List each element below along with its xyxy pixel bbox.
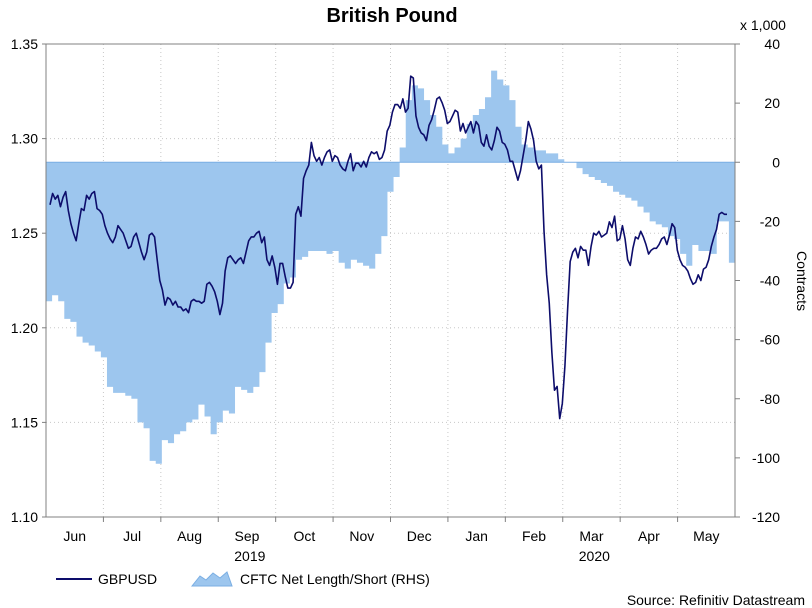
legend: GBPUSD CFTC Net Length/Short (RHS) (56, 571, 430, 587)
source-note: Source: Refinitiv Datastream (627, 592, 805, 608)
left-tick-label: 1.30 (11, 131, 38, 147)
month-label: Dec (407, 528, 432, 544)
right-tick-label: -20 (760, 213, 780, 229)
right-tick-label: -40 (760, 273, 780, 289)
right-tick-label: 0 (772, 154, 780, 170)
month-label: Nov (349, 528, 374, 544)
month-label: May (693, 528, 719, 544)
right-axis: -120 -100 -80 -60 -40 -20 0 20 40 (735, 36, 780, 525)
left-tick-label: 1.20 (11, 320, 38, 336)
legend-cftc-swatch (190, 571, 233, 587)
right-axis-label: Contracts (794, 251, 810, 311)
left-axis: 1.10 1.15 1.20 1.25 1.30 1.35 (11, 36, 46, 525)
gbpusd-line-series (49, 75, 727, 420)
right-tick-label: -60 (760, 332, 780, 348)
chart-title: British Pound (326, 5, 457, 27)
left-tick-label: 1.35 (11, 36, 38, 52)
month-label: Mar (579, 528, 603, 544)
month-label: Jan (465, 528, 488, 544)
month-label: Feb (522, 528, 546, 544)
left-tick-label: 1.10 (11, 509, 38, 525)
right-tick-label: -120 (752, 509, 780, 525)
month-label: Apr (638, 528, 660, 544)
year-label: 2019 (234, 548, 265, 564)
right-tick-label: 40 (764, 36, 780, 52)
cftc-area-series (46, 70, 735, 464)
month-label: Sep (234, 528, 259, 544)
right-axis-multiplier: x 1,000 (740, 17, 786, 33)
month-label: Aug (177, 528, 202, 544)
cftc-area (46, 70, 735, 464)
right-tick-label: -80 (760, 391, 780, 407)
legend-cftc-label: CFTC Net Length/Short (RHS) (240, 571, 430, 587)
gbpusd-line (49, 75, 727, 420)
left-tick-label: 1.25 (11, 225, 38, 241)
left-tick-label: 1.15 (11, 414, 38, 430)
month-label: Oct (293, 528, 315, 544)
month-label: Jun (63, 528, 86, 544)
x-axis: Jun Jul Aug Sep Oct Nov Dec Jan Feb Mar Apr May 2019… (63, 517, 720, 564)
right-tick-label: -100 (752, 450, 780, 466)
year-label: 2020 (579, 548, 610, 564)
right-tick-label: 20 (764, 95, 780, 111)
month-label: Jul (123, 528, 141, 544)
legend-gbpusd-label: GBPUSD (98, 571, 157, 587)
